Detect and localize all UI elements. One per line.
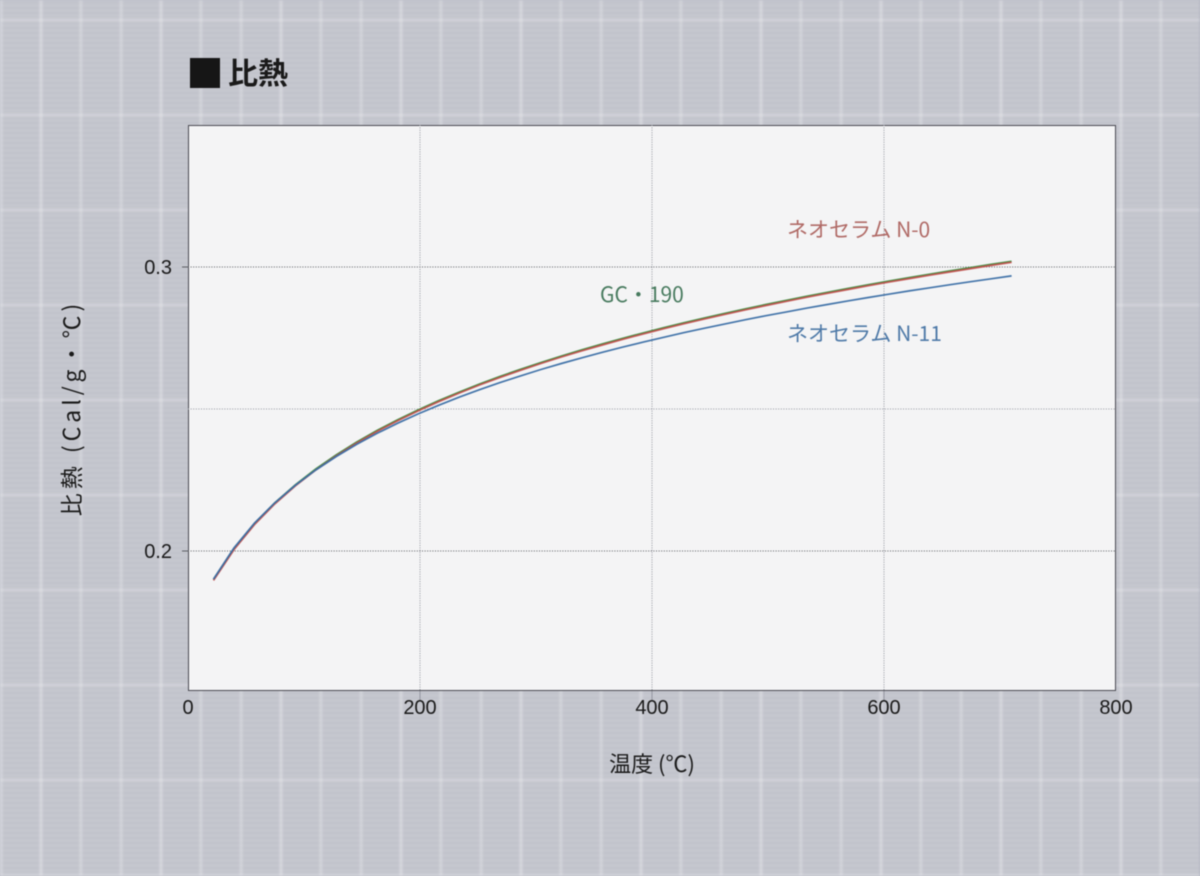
svg-text:0.2: 0.2 [144, 541, 172, 563]
svg-text:温度 (℃): 温度 (℃) [609, 747, 695, 779]
svg-text:800: 800 [1099, 697, 1132, 719]
svg-text:ネオセラム N-11: ネオセラム N-11 [787, 318, 942, 348]
svg-text:0.3: 0.3 [144, 257, 172, 279]
svg-text:ネオセラム N-0: ネオセラム N-0 [787, 214, 930, 244]
svg-text:GC・190: GC・190 [600, 279, 684, 309]
svg-text:600: 600 [867, 697, 900, 719]
svg-text:400: 400 [635, 697, 668, 719]
svg-text:200: 200 [403, 697, 436, 719]
svg-text:0: 0 [182, 697, 193, 719]
